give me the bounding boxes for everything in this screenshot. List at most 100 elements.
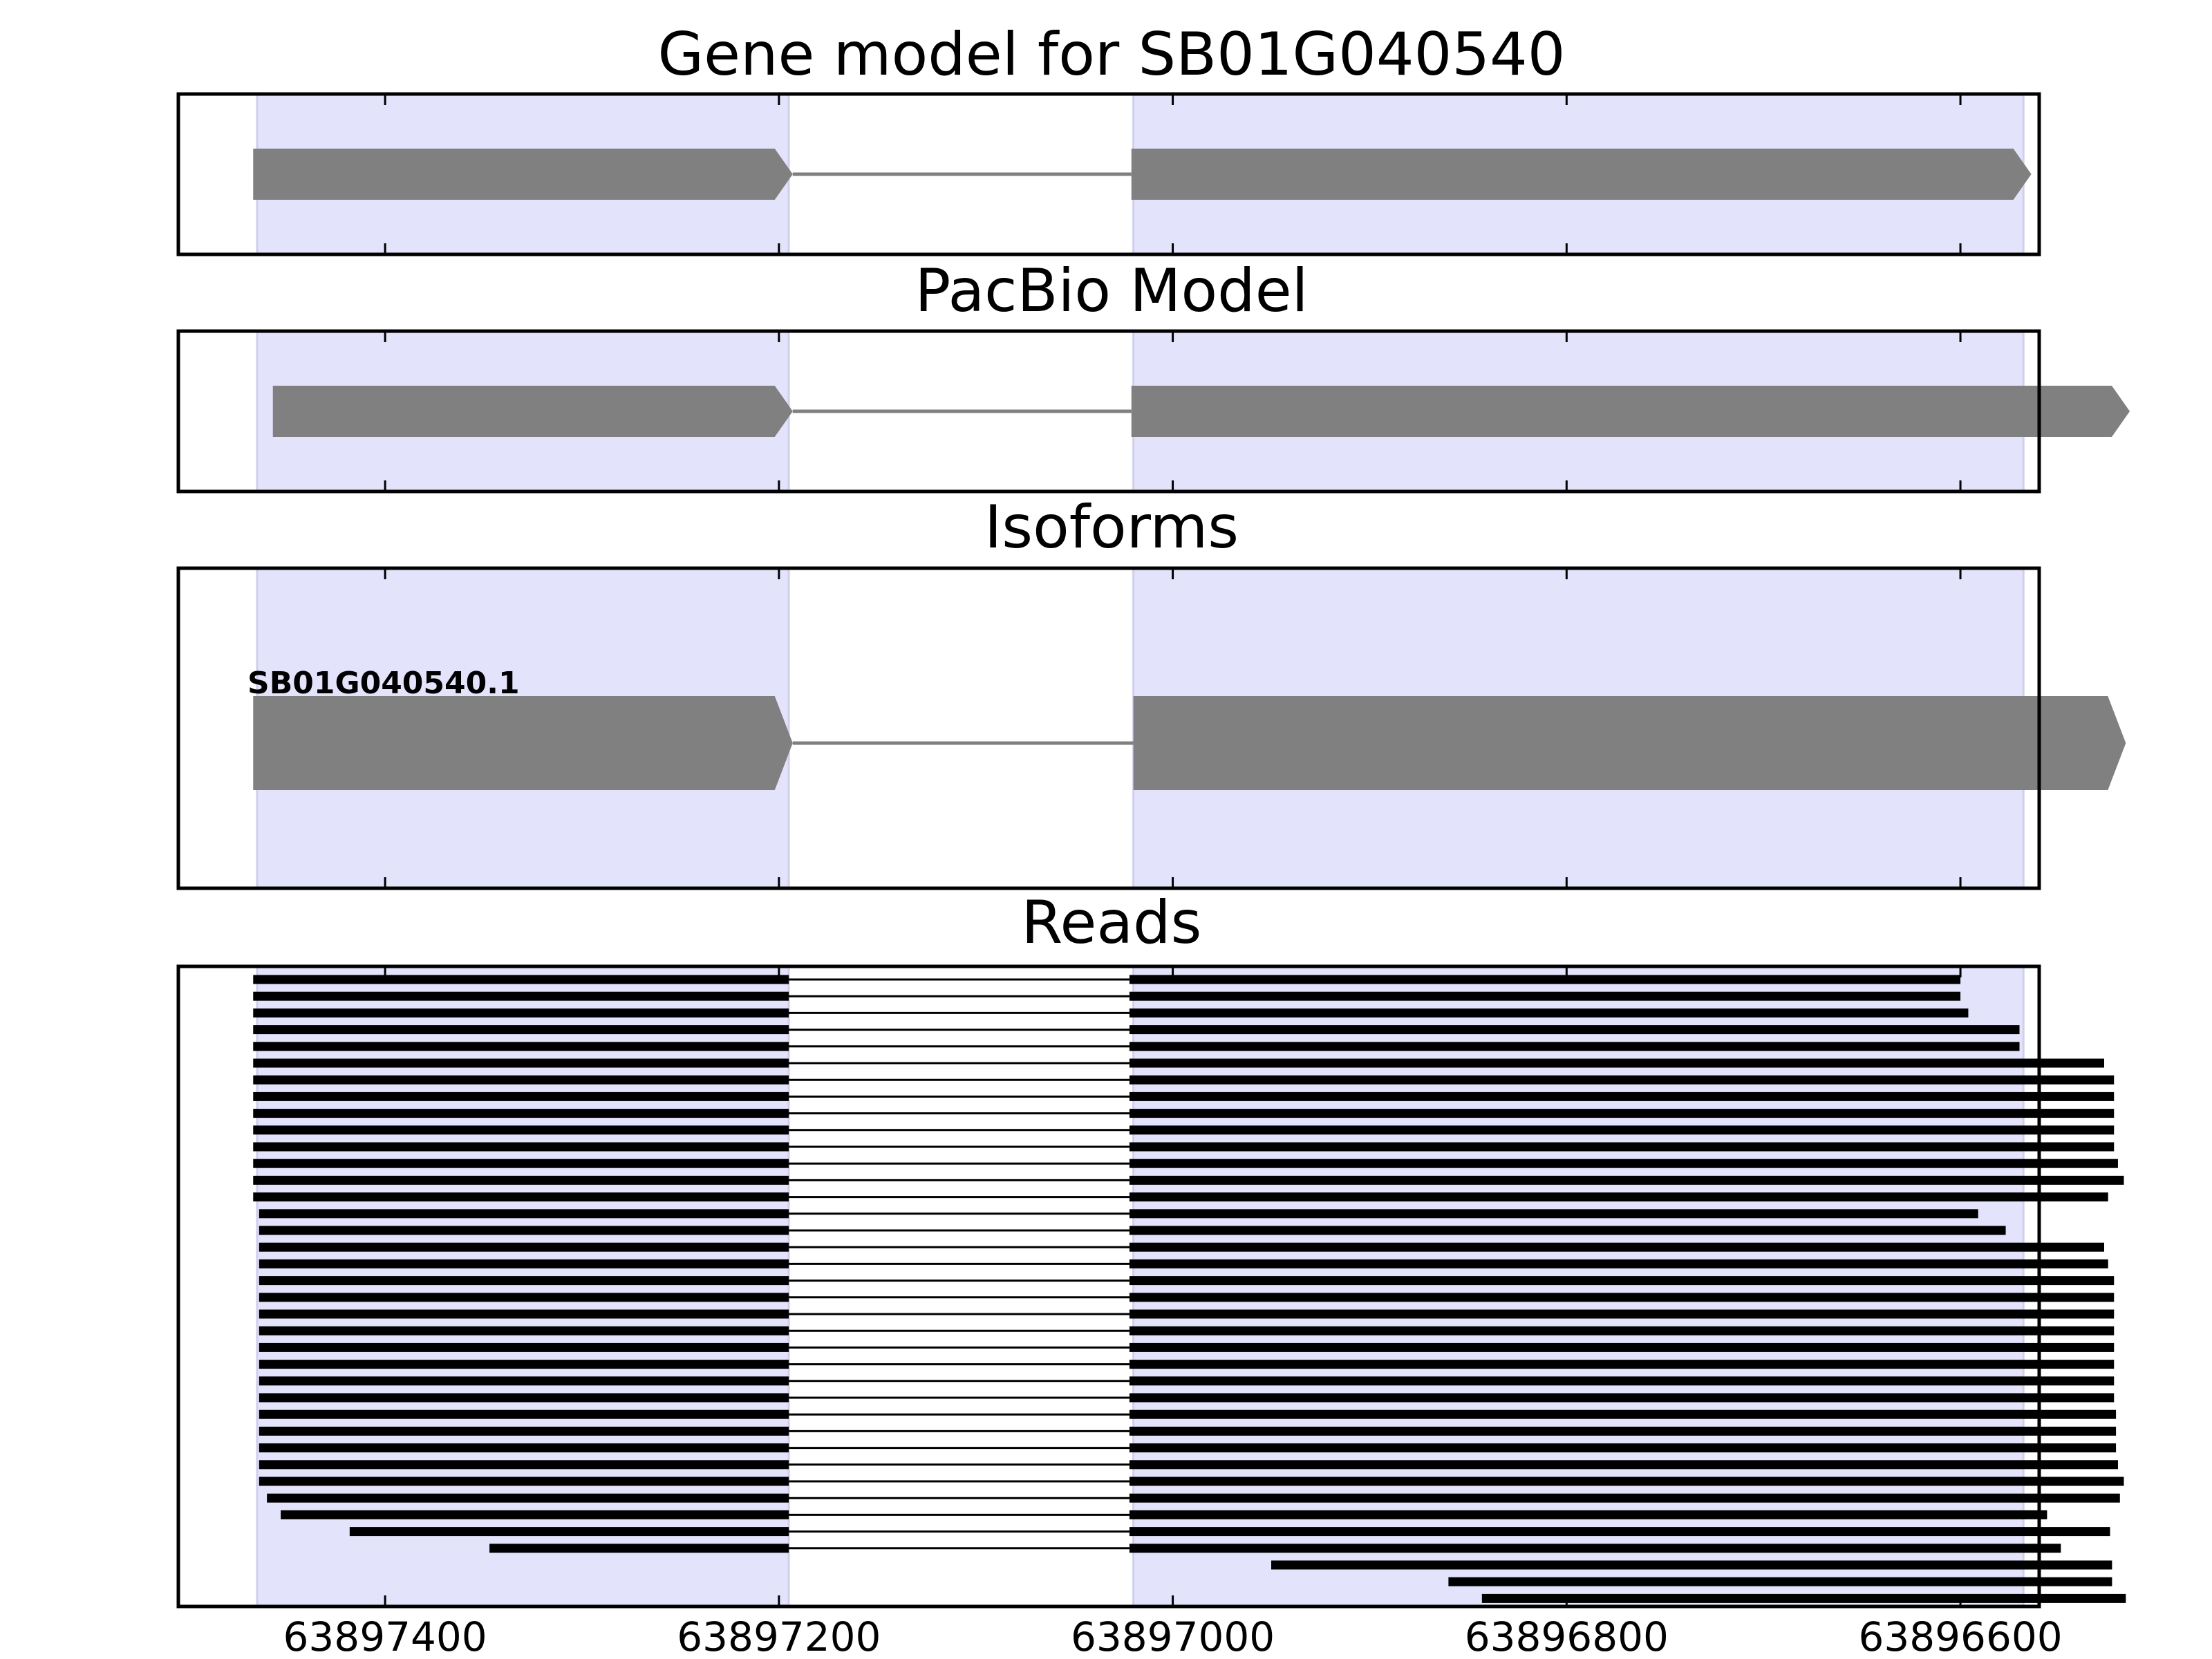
read-exon — [259, 1326, 789, 1335]
x-tick-label: 63897200 — [677, 1613, 881, 1659]
read-exon — [259, 1477, 789, 1486]
gene-model-panel — [176, 92, 2041, 256]
read — [259, 1226, 2006, 1235]
read-exon — [259, 1360, 789, 1369]
read-exon — [1129, 1242, 2105, 1252]
read-exon — [253, 1025, 789, 1035]
read-exon — [1129, 1342, 2115, 1352]
read — [1448, 1577, 2112, 1586]
x-tick-label: 63896800 — [1465, 1613, 1669, 1659]
read-exon — [259, 1342, 789, 1352]
read — [259, 1209, 1978, 1219]
read — [253, 1091, 2115, 1101]
read — [281, 1510, 2047, 1519]
read — [259, 1276, 2115, 1286]
read-exon — [349, 1527, 789, 1537]
read-exon — [253, 1159, 789, 1168]
read-exon — [253, 1125, 789, 1135]
read — [1481, 1593, 2126, 1603]
read-exon — [259, 1276, 789, 1286]
read — [267, 1493, 2120, 1503]
exon-1 — [253, 696, 793, 790]
read-exon — [253, 1091, 789, 1101]
read-exon — [253, 975, 789, 984]
read — [259, 1326, 2115, 1335]
read-exon — [1129, 1426, 2117, 1436]
read-exon — [253, 1058, 789, 1068]
read-exon — [489, 1544, 789, 1553]
read-exon — [1129, 1443, 2117, 1453]
panel-frame — [176, 329, 2041, 494]
reads-title: Reads — [1022, 888, 1202, 957]
read-exon — [1129, 1510, 2047, 1519]
read-exon — [259, 1460, 789, 1470]
gene-model-title: Gene model for SB01G040540 — [658, 20, 1566, 89]
read-exon — [1481, 1593, 2126, 1603]
read — [259, 1360, 2115, 1369]
read — [349, 1527, 2110, 1537]
read-exon — [1129, 1360, 2115, 1369]
read-exon — [259, 1376, 789, 1386]
read-exon — [1129, 1209, 1978, 1219]
read-exon — [259, 1426, 789, 1436]
read-exon — [1129, 1544, 2061, 1553]
read — [259, 1426, 2117, 1436]
read — [489, 1544, 2061, 1553]
read-exon — [259, 1242, 789, 1252]
read — [253, 1125, 2115, 1135]
panel-frame — [176, 92, 2041, 256]
read-exon — [1129, 1393, 2115, 1403]
read-exon — [253, 1042, 789, 1051]
read-exon — [1129, 1075, 2115, 1085]
x-tick-label: 63897000 — [1071, 1613, 1275, 1659]
read — [259, 1460, 2118, 1470]
read — [253, 1159, 2118, 1168]
read-exon — [1129, 1326, 2115, 1335]
read-exon — [259, 1293, 789, 1302]
read-exon — [259, 1443, 789, 1453]
read-exon — [1129, 1493, 2120, 1503]
read-exon — [259, 1259, 789, 1268]
exon-1 — [253, 149, 793, 200]
read-exon — [1129, 1058, 2105, 1068]
exon-1 — [272, 386, 793, 437]
isoforms-title: Isoforms — [984, 493, 1239, 562]
read — [253, 1175, 2124, 1185]
read — [253, 1042, 2020, 1051]
read-exon — [253, 1142, 789, 1152]
read-exon — [1129, 991, 1961, 1001]
read-exon — [259, 1309, 789, 1319]
exon-2 — [1131, 386, 2130, 437]
read-exon — [253, 1175, 789, 1185]
isoform-label: SB01G040540.1 — [247, 666, 520, 701]
read — [259, 1342, 2115, 1352]
read-exon — [253, 1109, 789, 1118]
read-exon — [1129, 1192, 2108, 1202]
read — [259, 1309, 2115, 1319]
read — [253, 991, 1961, 1001]
read — [259, 1293, 2115, 1302]
read-exon — [1129, 1025, 2020, 1035]
x-axis-tick-labels: 63897400 63897200 63897000 63896800 6389… — [283, 1613, 2063, 1659]
read-exon — [1129, 975, 1961, 984]
read — [253, 1058, 2105, 1068]
read-exon — [253, 1075, 789, 1085]
read-exon — [281, 1510, 789, 1519]
read-exon — [1129, 1293, 2115, 1302]
read-exon — [1129, 1226, 2006, 1235]
read — [253, 1025, 2020, 1035]
read-exon — [253, 1008, 789, 1018]
panel-frame — [176, 964, 2041, 1609]
read — [259, 1477, 2124, 1486]
read-exon — [1129, 1409, 2117, 1419]
read — [253, 1109, 2115, 1118]
read-exon — [253, 1192, 789, 1202]
read — [259, 1443, 2117, 1453]
read-exon — [1271, 1560, 2112, 1570]
read-exon — [1129, 1309, 2115, 1319]
pacbio-model-title: PacBio Model — [915, 256, 1308, 326]
read-exon — [1129, 1125, 2115, 1135]
read-exon — [1129, 1527, 2110, 1537]
reads-panel — [176, 964, 2126, 1609]
